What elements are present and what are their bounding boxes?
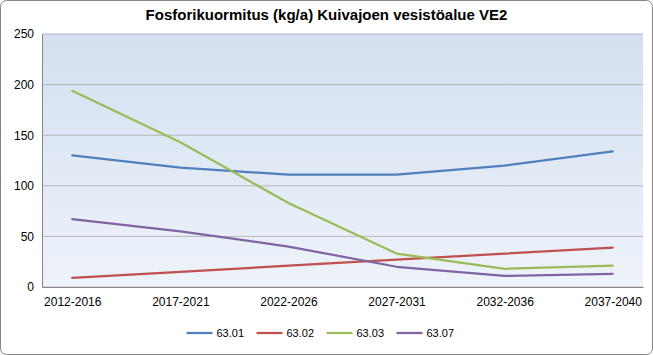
series-line <box>72 91 612 269</box>
grid-line <box>42 84 643 85</box>
legend-item: 63.01 <box>187 327 245 339</box>
x-tick: 2027-2031 <box>368 287 426 309</box>
series-line <box>72 248 612 278</box>
y-tick-label: 150 <box>14 129 34 143</box>
legend-swatch <box>187 332 213 334</box>
legend-item: 63.03 <box>327 327 385 339</box>
x-tick-label: 2012-2016 <box>44 295 102 309</box>
y-tick-label: 200 <box>14 78 34 92</box>
x-tick: 2022-2026 <box>260 287 318 309</box>
series-line <box>72 151 612 174</box>
y-tick: 0 <box>27 280 42 294</box>
x-axis: 2012-2016 2017-2021 2022-2026 2027-2031 2032… <box>43 287 644 309</box>
grid <box>42 34 643 287</box>
x-tick-label: 2032-2036 <box>476 295 534 309</box>
legend-item: 63.02 <box>257 327 315 339</box>
y-axis: 0 50 100 150 200 250 <box>14 27 43 294</box>
x-tick: 2012-2016 <box>44 287 102 309</box>
x-tick: 2037-2040 <box>585 287 643 309</box>
y-tick: 100 <box>14 179 42 193</box>
series-line <box>72 219 612 276</box>
y-axis-line <box>42 35 43 288</box>
x-tick: 2032-2036 <box>476 287 534 309</box>
plot: 0 50 100 150 200 250 2012-2016 2017-2021 2022-20… <box>14 27 644 308</box>
legend-item: 63.07 <box>397 327 455 339</box>
legend: 63.01 63.02 63.03 63.07 <box>187 327 455 339</box>
x-tick-label: 2022-2026 <box>260 295 318 309</box>
y-tick: 50 <box>21 230 42 244</box>
legend-swatch <box>397 332 423 334</box>
y-tick-label: 50 <box>21 230 35 244</box>
legend-swatch <box>257 332 283 334</box>
plot-area <box>42 34 643 287</box>
legend-label: 63.07 <box>427 327 455 339</box>
chart: Fosforikuormitus (kg/a) Kuivajoen vesist… <box>0 0 653 355</box>
legend-label: 63.02 <box>287 327 315 339</box>
chart-frame <box>1 1 653 355</box>
y-tick-label: 250 <box>14 27 34 41</box>
chart-title: Fosforikuormitus (kg/a) Kuivajoen vesist… <box>146 6 508 23</box>
y-tick-label: 100 <box>14 179 34 193</box>
legend-label: 63.01 <box>217 327 245 339</box>
x-axis-line <box>43 287 644 288</box>
grid-line <box>42 287 643 288</box>
grid-line <box>42 135 643 136</box>
y-tick: 250 <box>14 27 42 41</box>
legend-swatch <box>327 332 353 334</box>
y-tick: 200 <box>14 78 42 92</box>
grid-line <box>42 185 643 186</box>
x-tick: 2017-2021 <box>152 287 210 309</box>
x-tick-label: 2017-2021 <box>152 295 210 309</box>
grid-line <box>42 34 643 35</box>
legend-label: 63.03 <box>357 327 385 339</box>
grid-line <box>42 236 643 237</box>
x-tick-label: 2037-2040 <box>585 295 643 309</box>
x-tick-label: 2027-2031 <box>368 295 426 309</box>
y-tick-label: 0 <box>27 280 34 294</box>
y-tick: 150 <box>14 129 42 143</box>
series-lines <box>72 91 612 278</box>
